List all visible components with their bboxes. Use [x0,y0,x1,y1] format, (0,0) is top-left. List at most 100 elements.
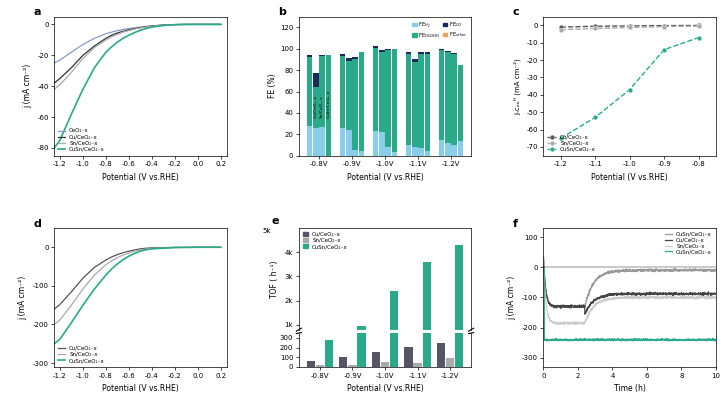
Text: c: c [513,7,519,17]
Sn/CeO₂₋x [560,322,568,327]
Sn/CeO₂₋x [119,30,127,35]
Cu/CeO₂₋x [147,23,156,28]
Bar [419,54,424,148]
CeO₂₋x [176,22,185,27]
Cu/CeO₂₋x [56,302,64,307]
CuSn/CeO₂₋x [617,339,626,344]
CuSn/CeO₂₋x [56,138,64,143]
Bar [372,45,378,48]
CeO₂₋x [159,23,168,28]
Bar [381,348,389,349]
Sn/CeO₂₋x [171,22,179,27]
CeO₂₋x [182,22,191,27]
Sn/CeO₂₋x [694,24,703,29]
CuSn/CeO₂₋x [711,337,720,342]
Sn/CeO₂₋x [67,70,76,75]
Bar [424,52,430,54]
Cu/CeO₂₋x [142,24,150,29]
Sn/CeO₂₋x [591,26,599,31]
Sn/CeO₂₋x [130,249,139,254]
Cu/CeO₂₋x [119,29,127,34]
Text: a: a [33,7,41,17]
CeO₂₋x [50,60,59,65]
Cu/CeO₂₋x [581,312,589,317]
Bar [339,347,348,349]
Legend: Cu/CeO₂₋x, Sn/CeO₂₋x, CuSn/CeO₂₋x: Cu/CeO₂₋x, Sn/CeO₂₋x, CuSn/CeO₂₋x [301,231,349,250]
Cu/CeO₂₋x [136,246,145,251]
Sn/CeO₂₋x [609,295,617,300]
Bar [307,347,315,349]
Cu/CeO₂₋x [101,258,110,263]
CeO₂₋x [147,23,156,28]
Cu/CeO₂₋x [615,291,624,296]
CuSn/CeO₂₋x [153,24,162,29]
CuSn/CeO₂₋x [119,36,127,41]
Bar [340,56,346,128]
Cu/CeO₂₋x [591,24,599,29]
Sn/CeO₂₋x [90,273,99,278]
Sn/CeO₂₋x [56,82,64,87]
Bar [372,345,380,349]
Cu/CeO₂₋x [216,245,225,250]
CuSn/CeO₂₋x [711,267,720,272]
Cu/CeO₂₋x [194,22,202,27]
Line: CuSn/CeO₂₋x: CuSn/CeO₂₋x [558,35,701,141]
Sn/CeO₂₋x [677,295,685,300]
Bar [419,148,424,156]
CuSn/CeO₂₋x [539,255,548,260]
CuSn/CeO₂₋x [107,266,116,271]
CuSn/CeO₂₋x [142,247,150,252]
Bar [320,55,325,56]
Cu/CeO₂₋x [557,303,565,308]
CeO₂₋x [101,31,110,36]
Sn/CeO₂₋x [658,296,667,301]
Bar [390,291,398,349]
Sn/CeO₂₋x [147,246,156,251]
Text: d: d [33,219,41,229]
Sn/CeO₂₋x [165,23,174,28]
CeO₂₋x [130,25,139,30]
CuSn/CeO₂₋x [113,40,121,45]
Sn/CeO₂₋x [142,25,150,30]
Y-axis label: j (mA cm⁻²): j (mA cm⁻²) [508,275,516,319]
Sn/CeO₂₋x [107,258,116,263]
Sn/CeO₂₋x [557,321,565,326]
Line: Sn/CeO₂₋x: Sn/CeO₂₋x [54,25,221,89]
Y-axis label: j (mA cm⁻²): j (mA cm⁻²) [22,64,32,108]
Bar [325,340,333,367]
Cu/CeO₂₋x [101,36,110,41]
Bar [390,135,398,367]
Bar [320,56,325,127]
Bar [307,57,312,126]
CuSn/CeO₂₋x [182,22,191,27]
Text: Cu/CeO₂₋x: Cu/CeO₂₋x [314,95,318,118]
CuSn/CeO₂₋x [658,268,667,273]
CuSn/CeO₂₋x [67,320,76,325]
Sn/CeO₂₋x [101,38,110,43]
Bar [406,145,411,156]
Bar [437,343,445,367]
Bar [446,347,454,349]
Bar [357,326,366,349]
CuSn/CeO₂₋x [205,22,213,27]
Cu/CeO₂₋x [50,306,59,311]
Cu/CeO₂₋x [130,247,139,252]
Bar [352,57,358,60]
Bar [406,52,411,54]
Cu/CeO₂₋x [677,291,685,296]
Sn/CeO₂₋x [79,286,87,291]
CuSn/CeO₂₋x [136,249,145,254]
CeO₂₋x [153,23,162,28]
Text: 5k: 5k [262,228,271,234]
Line: Cu/CeO₂₋x: Cu/CeO₂₋x [54,25,221,83]
CeO₂₋x [56,58,64,63]
Bar [404,347,413,367]
Sn/CeO₂₋x [107,34,116,39]
Sn/CeO₂₋x [90,45,99,50]
Sn/CeO₂₋x [130,27,139,32]
CuSn/CeO₂₋x [90,286,99,291]
CuSn/CeO₂₋x [677,268,685,273]
Cu/CeO₂₋x [107,33,116,38]
Cu/CeO₂₋x [90,43,99,48]
Sn/CeO₂₋x [67,303,76,308]
